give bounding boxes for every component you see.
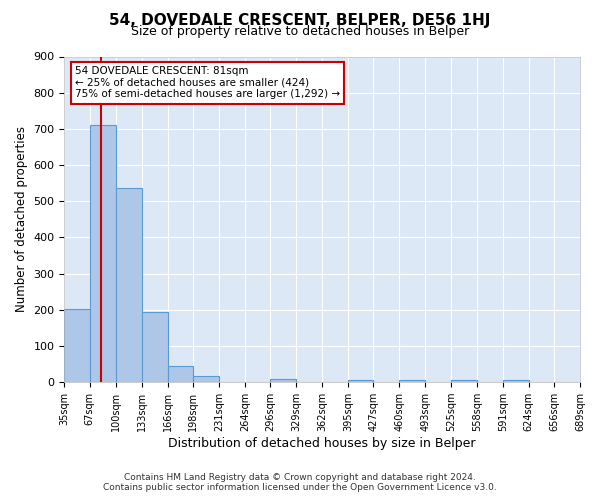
Bar xyxy=(400,380,425,382)
Bar xyxy=(64,309,89,382)
Text: 54 DOVEDALE CRESCENT: 81sqm
← 25% of detached houses are smaller (424)
75% of se: 54 DOVEDALE CRESCENT: 81sqm ← 25% of det… xyxy=(75,66,340,100)
Bar xyxy=(89,124,116,382)
Bar xyxy=(193,376,219,382)
Bar xyxy=(270,378,296,382)
Bar xyxy=(142,312,167,382)
Bar xyxy=(116,188,142,382)
Bar xyxy=(503,380,529,382)
Bar xyxy=(348,380,373,382)
X-axis label: Distribution of detached houses by size in Belper: Distribution of detached houses by size … xyxy=(169,437,476,450)
Bar xyxy=(167,366,193,382)
Text: Size of property relative to detached houses in Belper: Size of property relative to detached ho… xyxy=(131,25,469,38)
Y-axis label: Number of detached properties: Number of detached properties xyxy=(15,126,28,312)
Text: Contains HM Land Registry data © Crown copyright and database right 2024.
Contai: Contains HM Land Registry data © Crown c… xyxy=(103,473,497,492)
Text: 54, DOVEDALE CRESCENT, BELPER, DE56 1HJ: 54, DOVEDALE CRESCENT, BELPER, DE56 1HJ xyxy=(109,12,491,28)
Bar xyxy=(451,380,477,382)
